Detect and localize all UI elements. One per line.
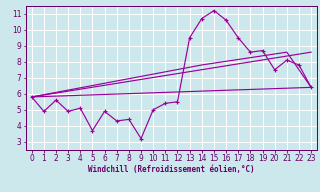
X-axis label: Windchill (Refroidissement éolien,°C): Windchill (Refroidissement éolien,°C) — [88, 165, 254, 174]
